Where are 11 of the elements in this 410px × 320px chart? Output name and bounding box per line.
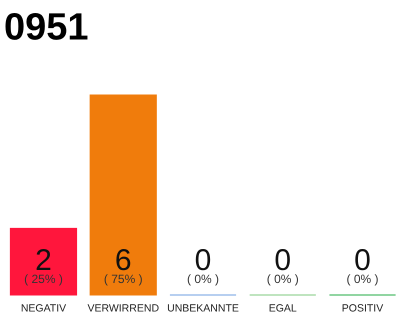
x-tick-label: UNBEKANNTE xyxy=(167,302,239,314)
x-tick-label: NEGATIV xyxy=(20,302,66,314)
annotation: ( 0% ) xyxy=(346,272,379,286)
annotation: ( 75% ) xyxy=(104,272,143,286)
annotation: ( 25% ) xyxy=(24,272,63,286)
x-tick-label: VERWIRREND xyxy=(87,302,160,314)
annotation: ( 0% ) xyxy=(186,272,220,286)
x-tick-label: EGAL xyxy=(268,302,297,314)
x-tick-label: POSITIV xyxy=(342,302,384,314)
annotation: ( 0% ) xyxy=(266,272,299,286)
chart-title: 0951 xyxy=(4,6,89,48)
